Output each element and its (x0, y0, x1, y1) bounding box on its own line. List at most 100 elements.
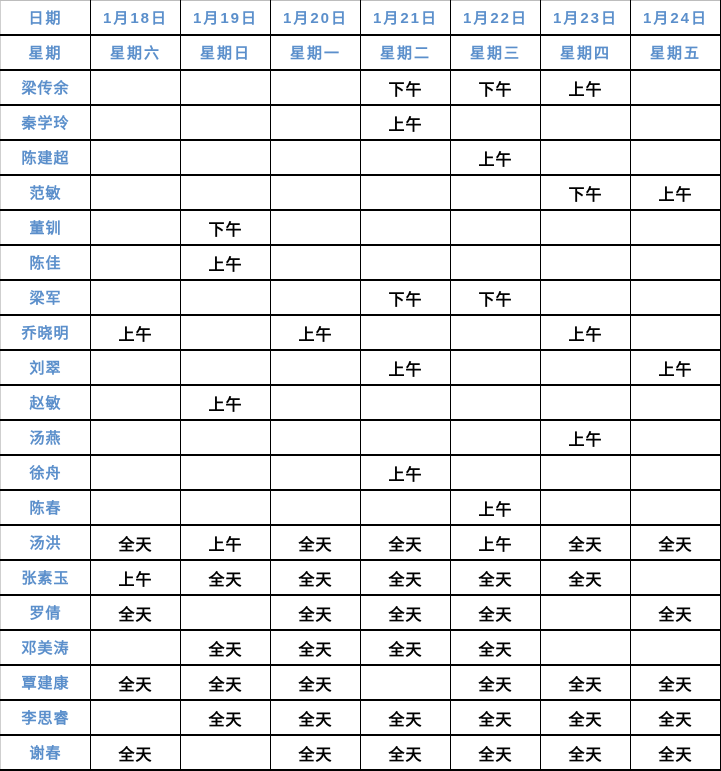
shift-cell (360, 664, 451, 701)
shift-cell (270, 419, 361, 456)
employee-row-20: 谢春 全天 全天 全天 全天 全天 全天 (0, 734, 721, 771)
employee-name-cell: 陈佳 (0, 244, 91, 281)
shift-cell: 全天 (180, 664, 271, 701)
employee-row-5: 董钏 下午 (0, 209, 721, 246)
shift-cell (450, 209, 541, 246)
shift-cell (180, 69, 271, 106)
shift-cell: 全天 (630, 594, 721, 631)
date-cell-7: 1月24日 (630, 0, 721, 36)
shift-cell: 全天 (360, 629, 451, 666)
shift-cell (180, 139, 271, 176)
shift-cell (90, 279, 181, 316)
shift-cell: 下午 (450, 279, 541, 316)
shift-cell (90, 699, 181, 736)
employee-name-cell: 范敏 (0, 174, 91, 211)
shift-cell (630, 139, 721, 176)
shift-cell: 上午 (180, 384, 271, 421)
shift-cell (360, 244, 451, 281)
date-cell-6: 1月23日 (540, 0, 631, 36)
shift-cell (90, 104, 181, 141)
shift-cell (90, 209, 181, 246)
shift-cell: 全天 (270, 594, 361, 631)
employee-row-2: 秦学玲 上午 (0, 104, 721, 141)
employee-name-cell: 张素玉 (0, 559, 91, 596)
shift-cell (180, 594, 271, 631)
shift-cell: 全天 (270, 664, 361, 701)
shift-cell (540, 244, 631, 281)
shift-cell (630, 279, 721, 316)
shift-cell: 下午 (540, 174, 631, 211)
shift-cell: 全天 (90, 594, 181, 631)
shift-cell: 全天 (90, 734, 181, 771)
employee-name-cell: 邓美涛 (0, 629, 91, 666)
employee-name-cell: 乔晓明 (0, 314, 91, 351)
shift-cell: 全天 (360, 524, 451, 561)
shift-cell: 全天 (630, 664, 721, 701)
employee-row-7: 梁军 下午 下午 (0, 279, 721, 316)
shift-cell: 上午 (540, 69, 631, 106)
employee-row-11: 汤燕 上午 (0, 419, 721, 456)
shift-cell (360, 384, 451, 421)
employee-row-10: 赵敏 上午 (0, 384, 721, 421)
shift-cell (450, 384, 541, 421)
shift-cell (180, 104, 271, 141)
weekday-cell-6: 星期四 (540, 34, 631, 71)
shift-cell (180, 454, 271, 491)
employee-row-15: 张素玉 上午 全天 全天 全天 全天 全天 (0, 559, 721, 596)
shift-cell (360, 209, 451, 246)
shift-cell: 全天 (270, 559, 361, 596)
employee-row-16: 罗倩 全天 全天 全天 全天 全天 (0, 594, 721, 631)
employee-name-cell: 谢春 (0, 734, 91, 771)
shift-cell: 上午 (360, 104, 451, 141)
shift-cell (180, 174, 271, 211)
shift-cell (270, 349, 361, 386)
shift-cell: 全天 (450, 664, 541, 701)
shift-cell (630, 489, 721, 526)
shift-cell (540, 454, 631, 491)
shift-cell: 下午 (360, 69, 451, 106)
employee-name-cell: 赵敏 (0, 384, 91, 421)
employee-name-cell: 陈春 (0, 489, 91, 526)
shift-cell (360, 139, 451, 176)
employee-row-9: 刘翠 上午 上午 (0, 349, 721, 386)
shift-cell (630, 314, 721, 351)
employee-name-cell: 董钏 (0, 209, 91, 246)
shift-cell (270, 209, 361, 246)
employee-row-14: 汤洪 全天 上午 全天 全天 上午 全天 全天 (0, 524, 721, 561)
weekday-cell-5: 星期三 (450, 34, 541, 71)
shift-cell (360, 314, 451, 351)
shift-cell (540, 349, 631, 386)
shift-cell (180, 734, 271, 771)
employee-row-6: 陈佳 上午 (0, 244, 721, 281)
shift-cell (180, 349, 271, 386)
weekday-cell-1: 星期六 (90, 34, 181, 71)
shift-cell: 全天 (450, 734, 541, 771)
shift-cell: 全天 (450, 629, 541, 666)
shift-cell (630, 419, 721, 456)
shift-cell: 上午 (180, 524, 271, 561)
shift-cell: 上午 (450, 524, 541, 561)
shift-cell (540, 104, 631, 141)
shift-cell: 上午 (180, 244, 271, 281)
weekday-cell-7: 星期五 (630, 34, 721, 71)
shift-cell (540, 489, 631, 526)
shift-cell (270, 454, 361, 491)
shift-cell (270, 279, 361, 316)
employee-name-cell: 刘翠 (0, 349, 91, 386)
shift-cell (90, 244, 181, 281)
shift-cell (630, 559, 721, 596)
shift-cell: 上午 (450, 139, 541, 176)
shift-cell (270, 69, 361, 106)
shift-cell (270, 384, 361, 421)
shift-cell: 下午 (450, 69, 541, 106)
shift-cell: 上午 (360, 349, 451, 386)
weekday-cell-3: 星期一 (270, 34, 361, 71)
employee-name-cell: 秦学玲 (0, 104, 91, 141)
employee-name-cell: 陈建超 (0, 139, 91, 176)
shift-cell (90, 174, 181, 211)
shift-cell (540, 139, 631, 176)
employee-row-12: 徐舟 上午 (0, 454, 721, 491)
shift-cell (360, 174, 451, 211)
shift-cell: 全天 (180, 699, 271, 736)
shift-cell: 上午 (270, 314, 361, 351)
